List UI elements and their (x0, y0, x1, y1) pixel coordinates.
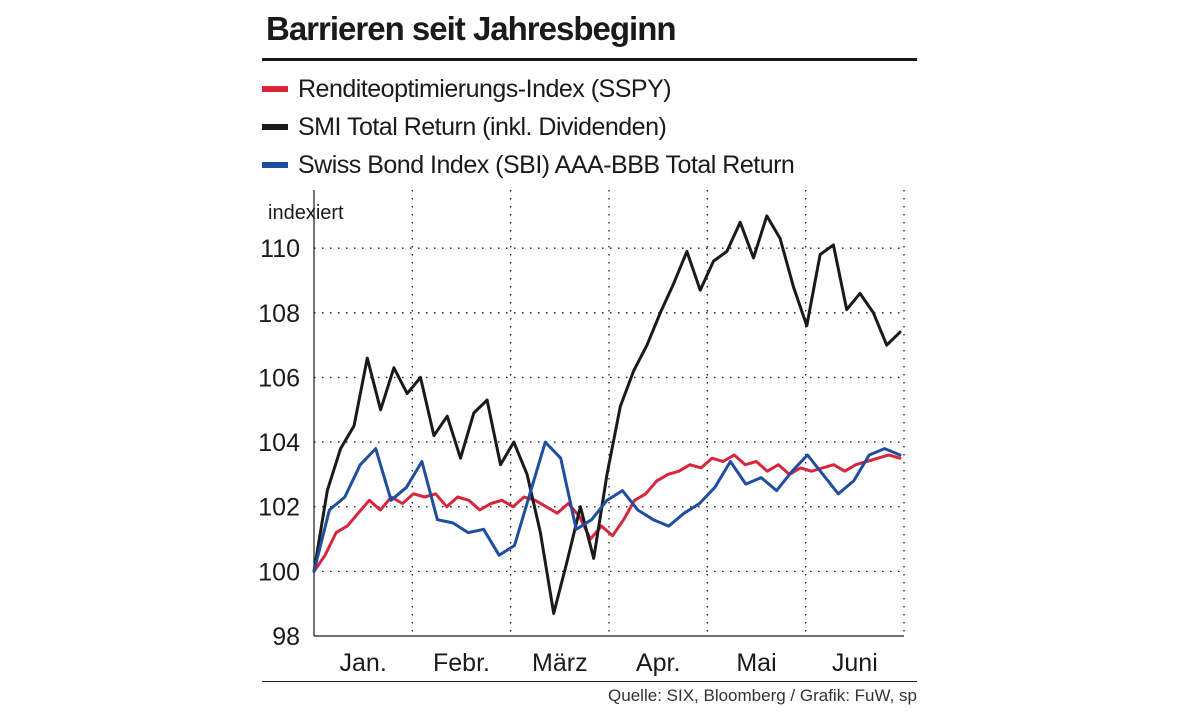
x-tick-label-4: Apr. (636, 649, 680, 677)
legend-label-smi: SMI Total Return (inkl. Dividenden) (298, 112, 667, 141)
x-tick-label-6: Juni (832, 649, 878, 677)
x-tick-label-5: Mai (736, 649, 776, 677)
legend-label-sbi: Swiss Bond Index (SBI) AAA-BBB Total Ret… (298, 150, 795, 179)
title-rule (262, 58, 917, 61)
legend-swatch-sbi (262, 162, 288, 168)
legend-swatch-smi (262, 124, 288, 130)
y-tick-label-110: 110 (260, 235, 300, 263)
chart-title: Barrieren seit Jahresbeginn (266, 10, 677, 47)
footer-rule (262, 681, 917, 682)
x-tick-label-1: Jan. (340, 649, 387, 677)
series-smi-line (312, 214, 902, 615)
legend-item-sspy: Renditeoptimierungs-Index (SSPY) (262, 72, 672, 106)
legend-item-smi: SMI Total Return (inkl. Dividenden) (262, 110, 667, 144)
y-tick-label-106: 106 (258, 364, 300, 392)
y-tick-label-100: 100 (258, 558, 300, 586)
legend-item-sbi: Swiss Bond Index (SBI) AAA-BBB Total Ret… (262, 148, 795, 182)
y-tick-label-102: 102 (258, 494, 300, 522)
source-note: Quelle: SIX, Bloomberg / Grafik: FuW, sp (608, 686, 917, 705)
y-tick-label-104: 104 (258, 429, 300, 457)
legend-swatch-sspy (262, 86, 288, 92)
y-tick-label-108: 108 (258, 300, 300, 328)
x-tick-label-2: Febr. (433, 649, 490, 677)
series-sbi-line (312, 440, 902, 573)
y-axis-label: indexiert (268, 202, 344, 224)
y-tick-label-98: 98 (272, 623, 300, 651)
series-sspy-line (312, 453, 902, 573)
legend-label-sspy: Renditeoptimierungs-Index (SSPY) (298, 74, 672, 103)
x-tick-label-3: März (532, 649, 588, 677)
